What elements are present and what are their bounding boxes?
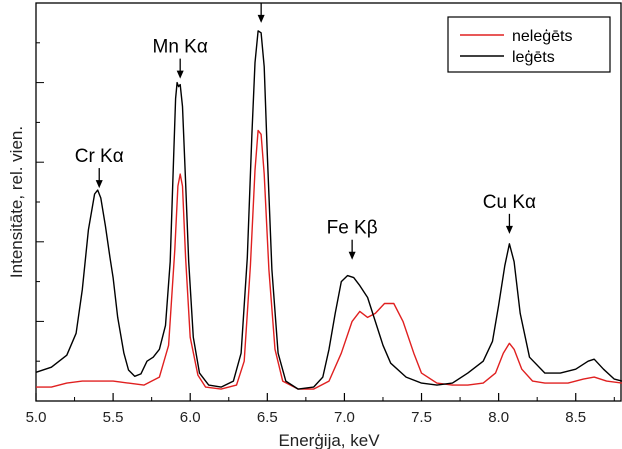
- series-line: [35, 30, 622, 390]
- legend-label: leģēts: [512, 48, 555, 66]
- peak-label: Mn Kα: [153, 37, 208, 58]
- x-tick-label: 8.0: [488, 409, 509, 426]
- x-tick-label: 5.0: [26, 409, 47, 426]
- peak-label: Fe Kβ: [327, 218, 378, 239]
- peak-arrow-head: [348, 251, 356, 260]
- x-tick-label: 8.5: [565, 409, 586, 426]
- series-line: [36, 129, 622, 390]
- y-axis-title: Intensitāte, rel. vien.: [7, 126, 26, 278]
- x-tick-label: 6.0: [180, 409, 201, 426]
- x-axis-title: Enerģija, keV: [278, 431, 380, 449]
- peak-arrow-head: [257, 14, 265, 23]
- peak-label: Fe Kα: [236, 0, 287, 2]
- legend-label: neleģēts: [512, 27, 573, 45]
- legend-box: [447, 16, 611, 73]
- x-tick-label: 7.0: [334, 409, 355, 426]
- x-tick-label: 7.5: [411, 409, 432, 426]
- x-tick-label: 5.5: [103, 409, 124, 426]
- peak-arrow-head: [505, 225, 513, 234]
- peak-arrow-head: [176, 70, 184, 79]
- peak-label: Cu Kα: [483, 192, 536, 213]
- peak-arrow-head: [95, 180, 103, 189]
- x-tick-label: 6.5: [257, 409, 278, 426]
- peak-label: Cr Kα: [75, 146, 124, 167]
